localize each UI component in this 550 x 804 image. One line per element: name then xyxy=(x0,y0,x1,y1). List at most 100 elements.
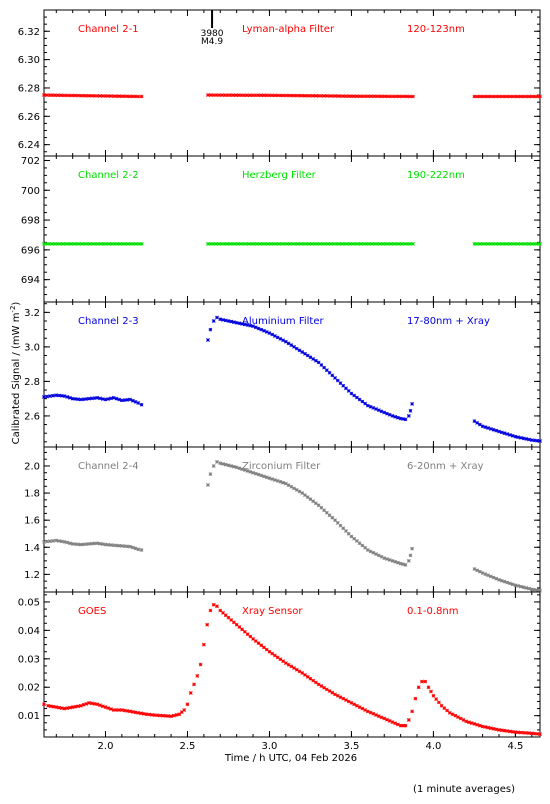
data-point xyxy=(521,94,526,99)
data-point xyxy=(513,94,518,99)
data-point xyxy=(114,396,119,401)
series-3 xyxy=(472,419,542,443)
data-point xyxy=(236,93,241,98)
data-point xyxy=(103,542,108,547)
data-point xyxy=(270,332,275,337)
data-point xyxy=(355,395,359,400)
data-point xyxy=(256,472,261,477)
data-point xyxy=(81,93,86,98)
data-point xyxy=(136,547,141,552)
data-point xyxy=(368,710,373,715)
y-tick-label: 694 xyxy=(21,275,40,286)
data-point xyxy=(42,93,46,97)
data-point xyxy=(467,720,471,725)
data-point xyxy=(453,713,458,718)
data-point xyxy=(237,625,242,629)
data-point xyxy=(308,497,313,502)
data-point xyxy=(431,693,436,698)
data-point xyxy=(92,541,97,546)
data-point xyxy=(344,386,348,391)
data-point xyxy=(360,706,365,711)
data-point xyxy=(84,542,89,547)
data-point xyxy=(311,678,316,683)
data-point xyxy=(260,242,265,246)
data-point xyxy=(239,93,244,98)
data-point xyxy=(408,553,413,558)
data-point xyxy=(410,709,414,714)
data-point xyxy=(508,581,512,586)
data-point xyxy=(408,408,413,413)
data-point xyxy=(499,728,504,733)
data-point xyxy=(57,539,61,543)
data-point xyxy=(259,473,264,478)
data-point xyxy=(229,319,234,324)
data-point xyxy=(242,322,247,327)
data-point xyxy=(334,242,339,246)
data-point xyxy=(240,627,245,632)
data-point xyxy=(403,723,408,728)
data-point xyxy=(352,702,357,707)
data-point xyxy=(155,713,160,718)
data-point xyxy=(133,94,138,99)
data-point xyxy=(283,93,288,98)
data-point xyxy=(304,242,309,246)
data-point xyxy=(234,320,239,325)
data-point xyxy=(281,338,286,343)
data-point xyxy=(62,539,67,544)
data-point xyxy=(410,546,414,551)
data-point xyxy=(293,242,298,246)
data-point xyxy=(375,242,380,246)
data-point xyxy=(312,242,317,246)
data-point xyxy=(365,548,370,552)
data-point xyxy=(338,695,343,700)
data-point xyxy=(367,242,372,246)
data-point xyxy=(64,93,69,98)
data-point xyxy=(238,242,243,246)
data-point xyxy=(311,357,316,361)
data-point xyxy=(524,437,529,441)
data-point xyxy=(472,94,477,99)
data-point xyxy=(508,242,512,246)
data-point xyxy=(79,542,83,547)
data-point xyxy=(201,642,206,647)
data-point xyxy=(232,620,236,625)
data-point xyxy=(348,242,352,246)
data-point xyxy=(259,327,264,332)
data-point xyxy=(488,726,493,731)
data-point xyxy=(205,622,210,627)
data-point xyxy=(96,242,101,246)
data-point xyxy=(230,242,235,246)
data-point xyxy=(103,94,108,98)
data-point xyxy=(70,93,75,98)
data-point xyxy=(67,93,72,98)
data-point xyxy=(126,242,130,246)
x-axis-title: Time / h UTC, 04 Feb 2026 xyxy=(224,753,357,764)
data-point xyxy=(307,242,311,246)
data-point xyxy=(461,718,466,722)
data-point xyxy=(174,713,179,717)
data-point xyxy=(529,438,534,442)
data-point xyxy=(98,541,102,546)
data-point xyxy=(87,93,91,98)
y-tick-label: 6.30 xyxy=(18,55,40,66)
data-point xyxy=(391,242,396,246)
y-tick-label: 0.02 xyxy=(18,683,40,694)
data-point xyxy=(46,703,50,708)
data-point xyxy=(198,662,203,667)
y-tick-label: 2.0 xyxy=(24,461,40,472)
y-tick-label: 1.4 xyxy=(24,543,40,554)
data-point xyxy=(314,680,318,685)
data-point xyxy=(221,610,225,615)
data-point xyxy=(286,341,291,346)
data-point xyxy=(497,577,501,582)
data-point xyxy=(84,93,89,98)
data-point xyxy=(480,242,485,246)
data-point xyxy=(128,709,132,714)
data-point xyxy=(123,242,128,246)
data-point xyxy=(516,94,521,99)
data-point xyxy=(208,93,213,97)
data-point xyxy=(251,637,255,641)
data-point xyxy=(385,557,389,561)
data-point xyxy=(275,655,280,660)
y-tick-label: 3.2 xyxy=(24,308,40,319)
